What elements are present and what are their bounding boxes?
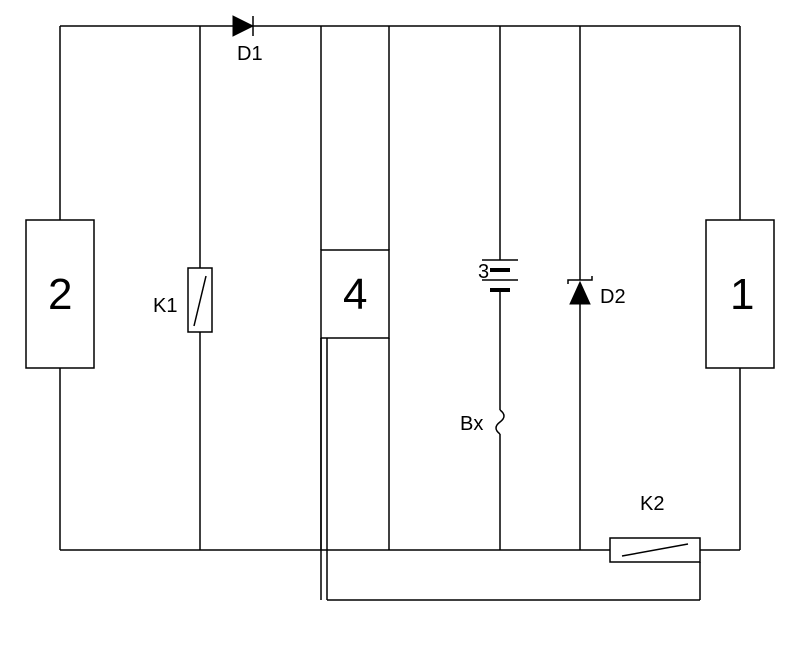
svg-text:D1: D1 bbox=[237, 43, 263, 65]
svg-text:Bx: Bx bbox=[460, 413, 483, 435]
svg-text:K2: K2 bbox=[640, 493, 664, 515]
svg-text:1: 1 bbox=[730, 270, 754, 319]
svg-text:2: 2 bbox=[48, 270, 72, 319]
circuit-schematic: 2 1 4 D1 K1 3 D2 Bx K2 bbox=[0, 0, 800, 647]
svg-text:4: 4 bbox=[343, 270, 367, 319]
svg-text:D2: D2 bbox=[600, 286, 626, 308]
svg-text:3: 3 bbox=[478, 261, 489, 283]
svg-text:K1: K1 bbox=[153, 295, 177, 317]
